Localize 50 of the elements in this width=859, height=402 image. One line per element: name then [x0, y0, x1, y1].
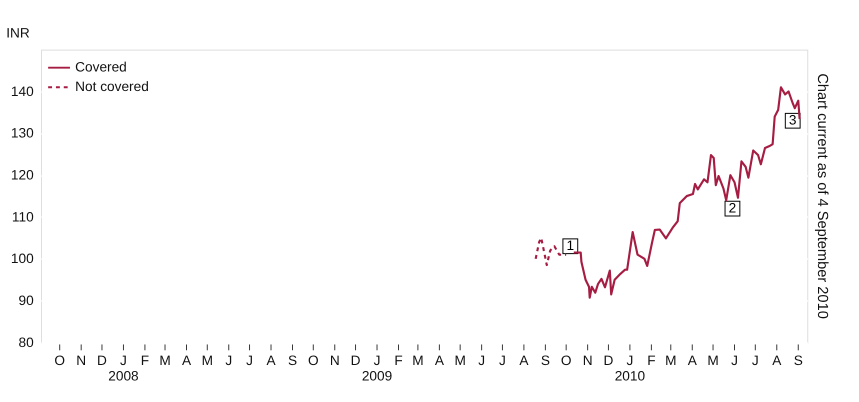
annotation: 2	[728, 200, 736, 216]
y-tick-label: 130	[10, 126, 34, 141]
x-tick-label: D	[97, 352, 108, 368]
y-axis-title: INR	[6, 25, 30, 40]
x-tick-label: A	[519, 352, 530, 368]
x-tick-label: M	[707, 352, 719, 368]
x-tick-label: M	[412, 352, 424, 368]
y-tick-label: 90	[18, 293, 34, 308]
y-tick-label: 110	[12, 209, 34, 224]
x-tick-label: A	[772, 352, 782, 368]
x-tick-label: M	[202, 352, 213, 368]
annotation: 3	[788, 112, 797, 128]
x-tick-label: O	[560, 352, 572, 368]
y-tick-label: 120	[10, 168, 34, 183]
x-tick-label: M	[665, 352, 676, 368]
x-tick-label: J	[478, 352, 486, 368]
x-tick-label: D	[350, 352, 361, 368]
x-tick-label: J 2010	[614, 352, 646, 384]
x-tick-label: A	[688, 352, 698, 368]
x-tick-label: F	[140, 352, 150, 368]
x-tick-label: M	[159, 352, 171, 368]
x-tick-label: F	[647, 352, 656, 368]
text: Chart current as of 4 September 2010	[814, 73, 830, 319]
x-tick-label: J	[499, 352, 506, 368]
x-tick-label: O	[54, 352, 66, 368]
x-tick-label: A	[266, 352, 276, 368]
x-tick-label: J 2008	[108, 352, 139, 384]
x-tick-label: F	[394, 352, 403, 368]
x-tick-label: J	[225, 352, 232, 368]
annotation: 1	[566, 238, 574, 254]
x-tick-label: J	[731, 352, 738, 368]
x-tick-label: D	[603, 352, 614, 368]
x-tick-label: A	[434, 352, 445, 368]
x-tick-label: O	[308, 352, 319, 368]
y-tick-label: 100	[10, 251, 34, 266]
x-tick-label: J	[246, 352, 253, 368]
x-tick-label: J 2009	[362, 352, 392, 384]
x-tick-label: S	[288, 352, 298, 368]
x-tick-label: M	[454, 352, 466, 368]
x-tick-label: N	[582, 352, 593, 368]
x-tick-label: A	[182, 352, 192, 368]
legend-label: Not covered	[75, 79, 149, 94]
x-tick-label: N	[330, 352, 340, 368]
x-tick-label: S	[794, 352, 803, 368]
x-tick-label: S	[540, 352, 550, 368]
legend-label: Covered	[75, 60, 127, 75]
x-tick-label: J	[752, 352, 759, 368]
y-tick-label: 80	[18, 334, 34, 350]
x-tick-label: N	[76, 352, 86, 368]
y-tick-label: 140	[10, 84, 34, 99]
